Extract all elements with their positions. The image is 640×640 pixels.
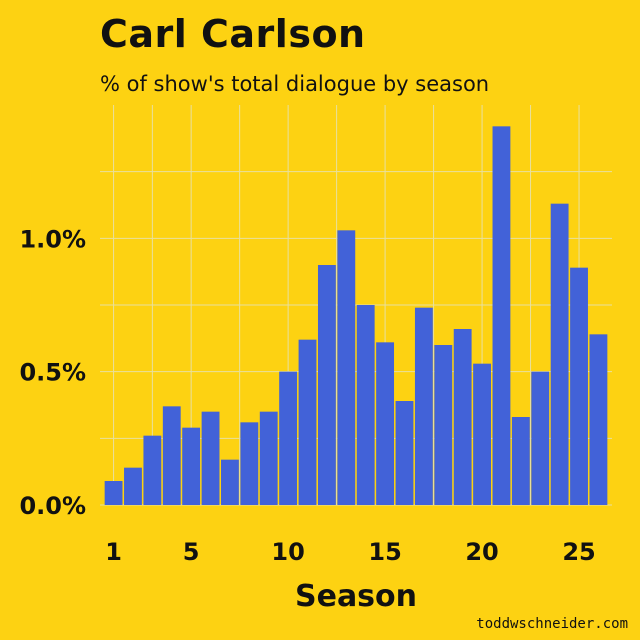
- bar-season-4: [162, 406, 181, 505]
- bar-season-11: [298, 339, 317, 505]
- bar-season-25: [570, 267, 588, 505]
- x-axis-title: Season: [295, 579, 417, 614]
- bar-season-7: [221, 459, 239, 505]
- bar-season-9: [259, 411, 278, 505]
- bar-season-5: [182, 427, 201, 505]
- bar-season-21: [492, 126, 511, 505]
- bar-season-17: [414, 307, 433, 505]
- bar-season-1: [104, 481, 123, 505]
- bar-season-13: [337, 230, 356, 506]
- x-tick-label: 25: [562, 538, 595, 566]
- x-tick-label: 1: [105, 538, 122, 566]
- x-tick-label: 5: [183, 538, 200, 566]
- chart-subtitle: % of show's total dialogue by season: [100, 72, 490, 96]
- chart-title: Carl Carlson: [100, 12, 366, 56]
- bar-season-10: [279, 371, 298, 505]
- bar-season-3: [143, 435, 162, 505]
- bar-season-16: [395, 401, 414, 505]
- y-tick-label: 1.0%: [19, 225, 86, 253]
- bar-season-15: [376, 342, 395, 505]
- bar-season-8: [240, 422, 259, 505]
- y-tick-label: 0.5%: [19, 359, 86, 387]
- y-tick-label: 0.0%: [19, 492, 86, 520]
- bar-season-22: [511, 417, 530, 505]
- x-tick-label: 15: [368, 538, 401, 566]
- bar-season-26: [589, 334, 608, 505]
- bar-season-19: [453, 329, 472, 505]
- credit-text: toddwschneider.com: [476, 616, 628, 632]
- bar-season-18: [434, 345, 453, 505]
- bar-season-14: [356, 305, 375, 505]
- bar-season-23: [531, 371, 550, 505]
- bar-season-20: [473, 363, 491, 505]
- bar-season-24: [550, 203, 569, 505]
- x-tick-label: 20: [465, 538, 498, 566]
- bar-season-6: [201, 411, 220, 505]
- x-tick-label: 10: [271, 538, 304, 566]
- bar-season-12: [317, 265, 336, 505]
- bar-season-2: [124, 467, 142, 505]
